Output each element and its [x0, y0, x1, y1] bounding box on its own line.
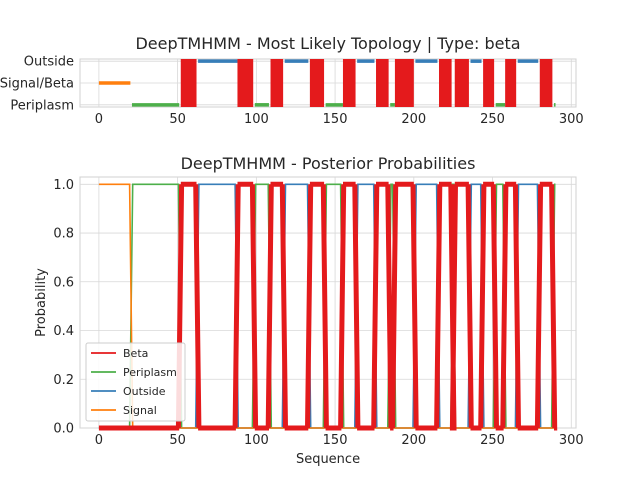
bottom-x-tick-label: 300 [559, 433, 584, 448]
bottom-y-tick-label: 1.0 [53, 178, 74, 193]
beta-strand-block [505, 59, 517, 107]
top-x-tick-label: 300 [559, 112, 584, 127]
bottom-y-tick-label: 0.4 [53, 324, 74, 339]
top-y-tick-label: Signal/Beta [0, 77, 74, 92]
legend-label-periplasm: Periplasm [123, 366, 177, 379]
beta-strand-block [539, 59, 553, 107]
beta-strand-block [454, 59, 469, 107]
top-x-tick-label: 0 [95, 112, 103, 127]
bottom-y-tick-label: 0.6 [53, 275, 74, 290]
top-x-tick-label: 50 [169, 112, 186, 127]
legend-label-beta: Beta [123, 347, 148, 360]
top-x-tick-label: 250 [480, 112, 505, 127]
beta-probability-line [98, 181, 558, 431]
top-x-tick-label: 100 [244, 112, 269, 127]
beta-strand-block [394, 59, 414, 107]
top-chart-title: DeepTMHMM - Most Likely Topology | Type:… [135, 34, 520, 53]
beta-strand-block [376, 59, 389, 107]
bottom-x-tick-label: 250 [480, 433, 505, 448]
legend-label-outside: Outside [123, 385, 166, 398]
top-y-tick-label: Outside [24, 55, 74, 70]
bottom-y-tick-label: 0.0 [53, 422, 74, 437]
top-x-tick-label: 200 [401, 112, 426, 127]
bottom-y-tick-label: 0.8 [53, 227, 74, 242]
bottom-x-tick-label: 0 [95, 433, 103, 448]
beta-strand-block [342, 59, 356, 107]
beta-strand-block [483, 59, 495, 107]
beta-strand-block [270, 59, 284, 107]
y-axis-label: Probability [34, 268, 49, 337]
beta-strand-block [439, 59, 452, 107]
beta-strand-block [237, 59, 254, 107]
bottom-x-tick-label: 200 [401, 433, 426, 448]
top-y-tick-label: Periplasm [10, 98, 74, 113]
bottom-chart-title: DeepTMHMM - Posterior Probabilities [181, 154, 476, 173]
x-axis-label: Sequence [296, 452, 360, 467]
bottom-x-tick-label: 100 [244, 433, 269, 448]
legend-label-signal: Signal [123, 404, 157, 417]
beta-strand-block [309, 59, 325, 107]
bottom-x-tick-label: 150 [323, 433, 348, 448]
beta-strand-block [180, 59, 197, 107]
top-x-tick-label: 150 [323, 112, 348, 127]
bottom-x-tick-label: 50 [169, 433, 186, 448]
bottom-y-tick-label: 0.2 [53, 373, 74, 388]
legend-box [85, 342, 186, 422]
